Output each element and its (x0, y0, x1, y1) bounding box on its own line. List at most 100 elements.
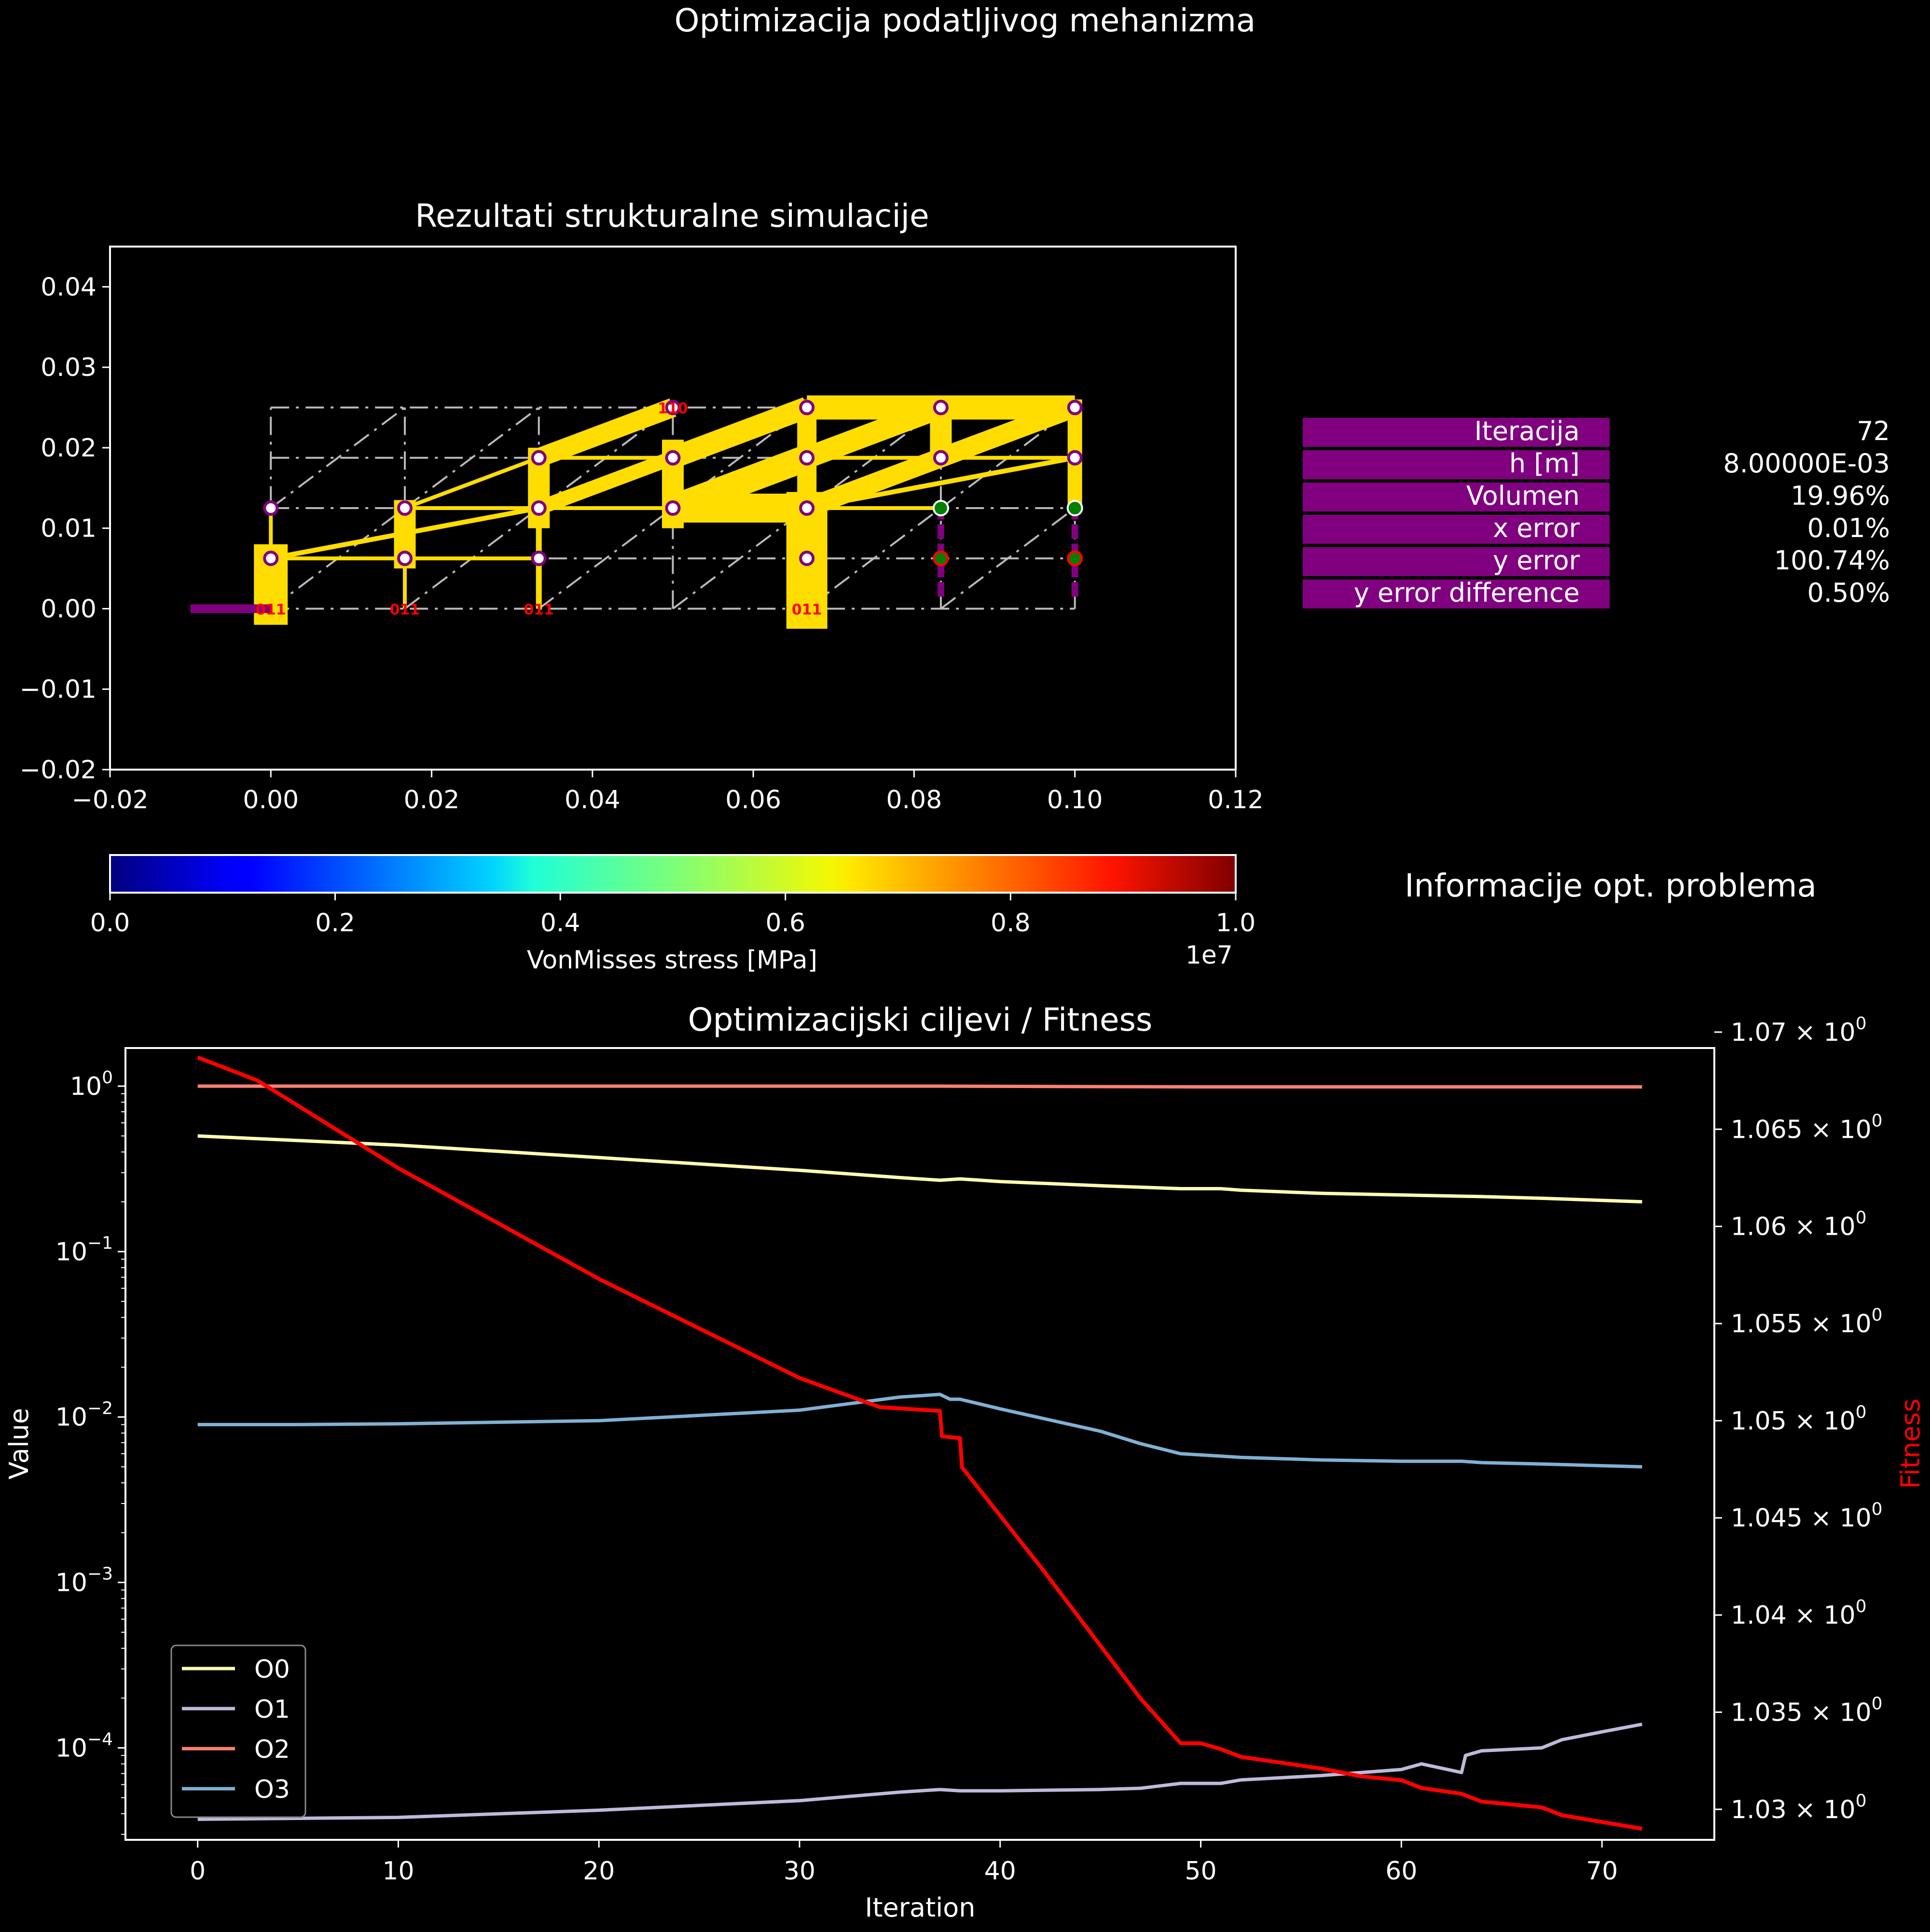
chart-y2-tick-exponent: 0 (1856, 1791, 1867, 1811)
structure-node-label: 110 (658, 400, 688, 417)
info-row-label: x error (1493, 513, 1580, 543)
structure-node-labels: 011 011 011 011 110 (256, 400, 822, 619)
structure-member (536, 451, 676, 515)
structure-node (1067, 400, 1083, 415)
structure-grid-diagonal (806, 507, 942, 610)
chart-y2-tick-mantissa: 1.045 (1731, 1504, 1803, 1533)
colorbar-label: VonMisses stress [MPa] (527, 946, 817, 975)
chart-y2-tick-times: × 10 (1787, 1795, 1856, 1824)
structure-axes-frame (109, 246, 1237, 771)
structure-member (937, 398, 1078, 467)
info-row-label-cell (1303, 580, 1610, 608)
colorbar-offset-label: 1e7 (1186, 941, 1233, 970)
colorbar-tick-label: 0.6 (765, 909, 805, 938)
chart-y-tick-exponent: −1 (87, 1233, 113, 1253)
structure-grid-diagonal (538, 507, 674, 610)
structure-member (535, 398, 676, 467)
chart-y-tick-label: 10−3 (55, 1564, 113, 1598)
chart-series (197, 1055, 1642, 1831)
structure-x-tick-label: 0.08 (886, 786, 942, 814)
chart-y2-tick-exponent: 0 (1856, 1014, 1867, 1034)
structure-node-output (1066, 500, 1083, 516)
chart-y2-label: Fitness (1895, 1398, 1926, 1489)
chart-y-tick-exponent: −3 (87, 1564, 113, 1584)
structure-node (933, 400, 949, 415)
structure-node (263, 500, 279, 516)
info-row-label-cell (1303, 547, 1610, 576)
info-row-label: Iteracija (1475, 416, 1580, 446)
info-row-label: h [m] (1509, 448, 1580, 479)
structure-x-tick-label: 0.04 (565, 786, 620, 814)
info-table: Iteracija 72 h [m] 8.00000E-03 Volumen 19.96%… (1303, 416, 1890, 904)
chart-y2-tick-label: 1.03 × 100 (1731, 1791, 1866, 1824)
chart-y2-tick-label: 1.045 × 100 (1731, 1500, 1883, 1533)
chart-y-tick-label: 10−1 (55, 1233, 113, 1267)
chart-y2-tick-times: × 10 (1787, 1213, 1856, 1242)
chart-y2-tick-label: 1.055 × 100 (1731, 1305, 1883, 1339)
structure-node (933, 450, 949, 466)
chart-y-tick-exponent: −2 (87, 1399, 113, 1419)
structure-node (397, 500, 413, 516)
structure-node-label: 011 (524, 601, 554, 618)
legend-label: O0 (254, 1655, 290, 1684)
colorbar-tick-label: 0.0 (90, 909, 130, 938)
chart-y-tick-exponent: −4 (87, 1729, 113, 1749)
structure-node (799, 551, 815, 566)
structure-node-label: 011 (390, 601, 420, 618)
chart-legend: O0 O1 O2 O3 (170, 1644, 306, 1818)
chart-y-tick-label: 10−2 (55, 1399, 113, 1432)
info-row-label-cell (1303, 418, 1610, 447)
colorbar-ticks: 0.0 0.2 0.4 0.6 0.8 1.0 (90, 893, 1256, 938)
chart-y2-tick-times: × 10 (1803, 1115, 1872, 1144)
structure-node (397, 551, 413, 566)
chart-axes-frame (124, 1047, 1715, 1841)
structure-y-tick-label: 0.00 (41, 594, 96, 623)
chart-y2-tick-times: × 10 (1787, 1018, 1856, 1047)
legend-label: O2 (254, 1735, 290, 1764)
structure-node-output (932, 500, 949, 516)
structure-node-label: 011 (256, 601, 286, 618)
figure-title: Optimizacija podatljivog mehanizma (675, 2, 1256, 39)
structure-x-tick-label: −0.02 (71, 786, 148, 814)
chart-x-tick-label: 0 (190, 1857, 206, 1886)
structure-y-tick-label: 0.01 (41, 514, 96, 543)
chart-y2-tick-mantissa: 1.04 (1731, 1601, 1787, 1630)
structure-member (803, 397, 945, 468)
info-row-value: 0.01% (1807, 513, 1890, 543)
chart-y2-tick-exponent: 0 (1872, 1111, 1883, 1131)
structure-node (531, 450, 547, 466)
structure-y-axis: −0.02 −0.01 0.00 0.01 0.02 0.03 0.04 (20, 273, 110, 785)
structure-panel-title: Rezultati strukturalne simulacije (415, 197, 929, 235)
chart-y2-tick-exponent: 0 (1856, 1402, 1867, 1422)
structure-node (799, 400, 815, 415)
info-row-label-cell (1303, 515, 1610, 544)
chart-y-tick-base: 10 (55, 1569, 87, 1598)
legend-label: O1 (254, 1695, 290, 1724)
chart-y2-tick-mantissa: 1.055 (1731, 1310, 1803, 1339)
info-row-value: 19.96% (1791, 481, 1890, 511)
structure-y-tick-label: 0.03 (41, 353, 96, 382)
structure-node (665, 400, 681, 415)
structure-node (263, 551, 279, 566)
info-row-label-cell (1303, 483, 1610, 511)
structure-x-axis: −0.02 0.00 0.02 0.04 0.06 0.08 0.10 0.12 (71, 770, 1264, 814)
chart-y2-tick-label: 1.06 × 100 (1731, 1208, 1866, 1242)
info-row-label: y error difference (1354, 578, 1580, 608)
structure-x-tick-label: 0.00 (243, 786, 299, 814)
chart-x-tick-label: 10 (382, 1857, 414, 1886)
colorbar-tick-label: 1.0 (1216, 909, 1256, 938)
colorbar-tick-label: 0.2 (315, 909, 355, 938)
legend-label: O3 (254, 1775, 290, 1804)
structure-member (404, 456, 540, 510)
chart-series-line-o2 (197, 1084, 1642, 1089)
colorbar: 0.0 0.2 0.4 0.6 0.8 1.0 VonMisses stress [MPa… (90, 854, 1256, 975)
chart-y2-tick-mantissa: 1.06 (1731, 1213, 1787, 1242)
chart-y2-tick-label: 1.04 × 100 (1731, 1597, 1866, 1630)
structure-node-label: 011 (792, 601, 822, 618)
structure-node (531, 551, 547, 566)
info-row-value: 8.00000E-03 (1723, 448, 1890, 479)
structure-node-target (933, 550, 949, 566)
